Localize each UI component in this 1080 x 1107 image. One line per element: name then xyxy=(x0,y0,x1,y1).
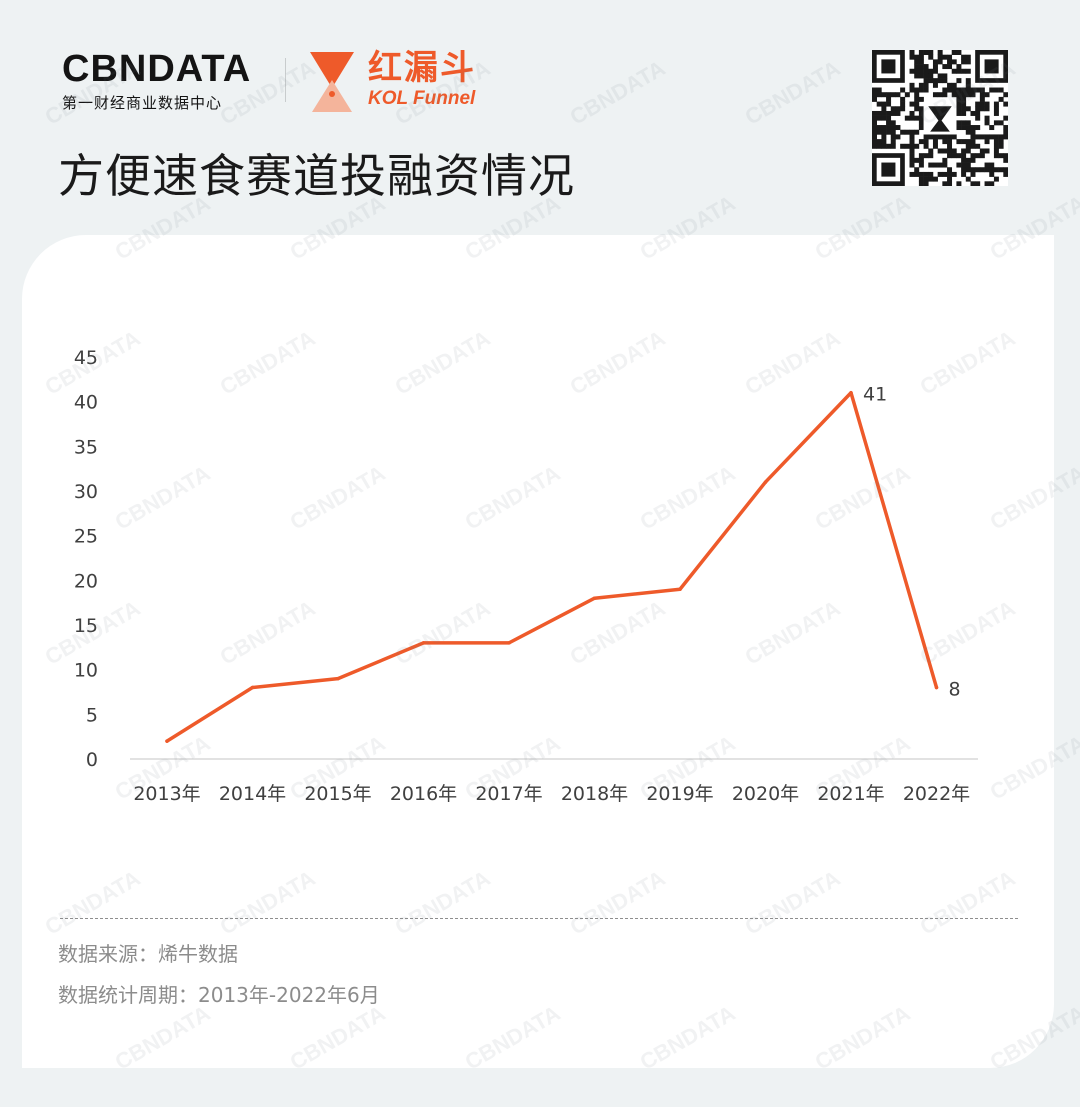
x-tick-label: 2022年 xyxy=(903,783,970,805)
x-tick-label: 2020年 xyxy=(732,783,799,805)
page-title: 方便速食赛道投融资情况 xyxy=(58,149,575,203)
x-tick-label: 2019年 xyxy=(646,783,713,805)
x-tick-label: 2018年 xyxy=(561,783,628,805)
brand-name: CBNDATA xyxy=(62,48,252,90)
data-point xyxy=(336,676,340,681)
data-point xyxy=(250,685,255,690)
x-tick-label: 2015年 xyxy=(304,783,371,805)
data-point xyxy=(592,596,597,600)
x-tick-label: 2013年 xyxy=(133,783,200,805)
series-line xyxy=(165,390,939,743)
y-tick-label: 45 xyxy=(74,347,98,369)
y-tick-label: 30 xyxy=(74,481,98,503)
data-label: 41 xyxy=(863,384,887,406)
partner-name-en: KOL Funnel xyxy=(368,88,476,109)
x-tick-label: 2021年 xyxy=(817,783,884,805)
data-point xyxy=(678,587,682,592)
data-point xyxy=(849,390,853,395)
data-point xyxy=(165,739,169,743)
footer-divider xyxy=(60,918,1018,919)
y-tick-label: 15 xyxy=(74,615,98,637)
data-point xyxy=(763,480,768,484)
data-point xyxy=(507,641,511,645)
data-label: 8 xyxy=(949,679,961,701)
y-tick-label: 20 xyxy=(74,570,98,592)
cbndata-logo: CBNDATA 第一财经商业数据中心 xyxy=(62,50,251,113)
logo-divider xyxy=(285,58,286,102)
y-tick-label: 25 xyxy=(74,526,98,548)
data-source: 数据来源：烯牛数据 xyxy=(58,942,238,966)
line-chart: 0 5 10 15 20 25 30 35 40 45 2013年 2014年 2015年 2016年 20… xyxy=(74,347,978,805)
y-tick-label: 40 xyxy=(74,392,98,414)
x-tick-label: 2016年 xyxy=(390,783,457,805)
data-period: 数据统计周期：2013年-2022年6月 xyxy=(58,983,380,1007)
y-tick-label: 35 xyxy=(74,436,98,458)
data-point xyxy=(934,685,939,690)
x-tick-label: 2014年 xyxy=(219,783,286,805)
data-point xyxy=(421,641,426,645)
funnel-logo-icon xyxy=(310,52,354,112)
kol-funnel-logo: 红漏斗 KOL Funnel xyxy=(306,48,476,114)
x-tick-label: 2017年 xyxy=(475,783,542,805)
chart-card: 0 5 10 15 20 25 30 35 40 45 2013年 2014年 2015年 2016年 20… xyxy=(22,235,1054,1068)
y-tick-label: 0 xyxy=(86,749,98,771)
qr-code-icon xyxy=(872,50,1008,186)
y-tick-label: 5 xyxy=(86,704,98,726)
header: CBNDATA 第一财经商业数据中心 红漏斗 KOL Funnel 方便速食赛道… xyxy=(0,0,1080,235)
partner-name-cn: 红漏斗 xyxy=(368,48,476,88)
brand-tagline: 第一财经商业数据中心 xyxy=(62,94,223,112)
y-tick-label: 10 xyxy=(74,660,98,682)
